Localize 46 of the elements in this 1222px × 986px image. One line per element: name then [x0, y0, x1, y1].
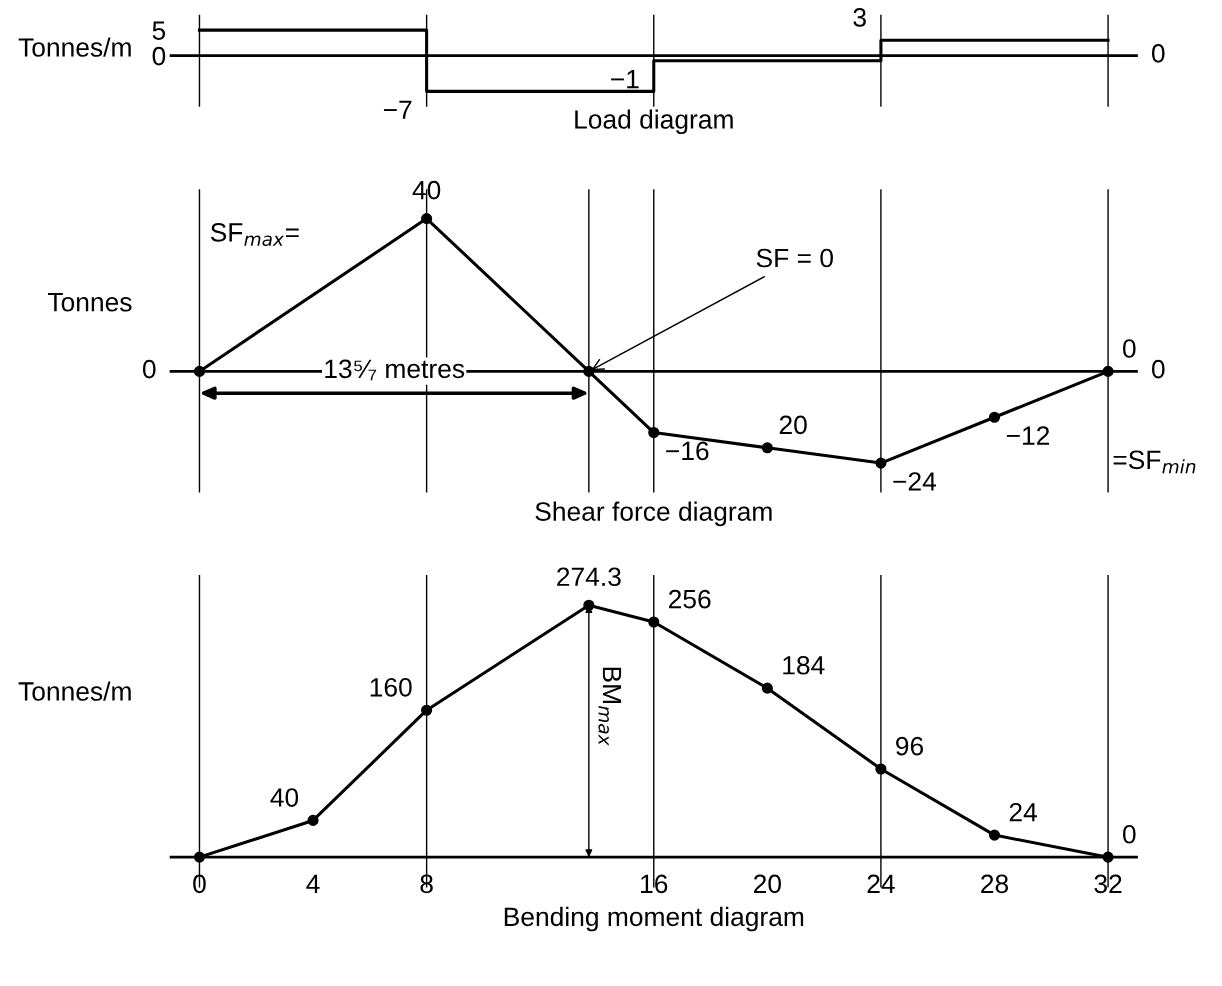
data-label: −7: [383, 100, 412, 119]
data-label: −1: [611, 70, 639, 89]
data-label: 0: [1122, 339, 1136, 358]
data-label: 184: [783, 655, 825, 675]
y-axis-title: Tonnes/m: [18, 681, 131, 701]
x-tick-label: 8: [420, 874, 433, 894]
text: 0: [1151, 359, 1165, 379]
data-label: 274.3: [557, 567, 621, 587]
data-label: 96: [896, 736, 923, 756]
point: [988, 411, 1001, 423]
x-tick-label: 0: [193, 874, 206, 894]
data-label: 160: [370, 677, 412, 697]
x-tick-label: 32: [1094, 874, 1122, 894]
y-tick-label: 5: [152, 21, 166, 40]
annotation: BM$_{max}$: [598, 667, 622, 746]
point: [648, 426, 660, 439]
x-tick-label: 24: [867, 874, 895, 893]
annotation: 20: [779, 415, 807, 435]
data-label: −16: [666, 441, 709, 461]
annotation: 13⁵⁄₇ metres: [325, 359, 465, 381]
data-label: −12: [1006, 426, 1050, 445]
x-axis-title: Shear force diagram: [535, 501, 772, 527]
point: [761, 682, 773, 694]
x-tick-label: 20: [754, 874, 781, 894]
data-label: 40: [412, 180, 441, 200]
annotation: SF = 0: [756, 248, 833, 268]
point: [988, 829, 1001, 841]
point: [307, 814, 319, 826]
y-axis-title: Tonnes/m: [18, 37, 131, 57]
x-tick-label: 28: [981, 874, 1009, 894]
y-axis-title: Tonnes: [47, 293, 132, 312]
x-tick-label: 4: [306, 874, 320, 893]
x-axis-title: Load diagram: [575, 109, 733, 135]
data-label: 24: [1009, 802, 1037, 822]
data-label: 3: [853, 8, 866, 27]
data-label: −24: [893, 472, 937, 491]
x-axis-title: Bending moment diagram: [504, 906, 804, 932]
text: 0: [1151, 44, 1165, 63]
x-tick-label: 16: [641, 874, 668, 894]
annotation: =SF$_{min}$: [1113, 450, 1196, 474]
point: [421, 213, 433, 225]
point: [761, 442, 773, 454]
annotation: SF$_{max}$=: [210, 223, 299, 247]
data-label: 256: [668, 589, 711, 609]
data-label: 40: [270, 788, 299, 807]
data-label: 0: [1122, 824, 1136, 844]
